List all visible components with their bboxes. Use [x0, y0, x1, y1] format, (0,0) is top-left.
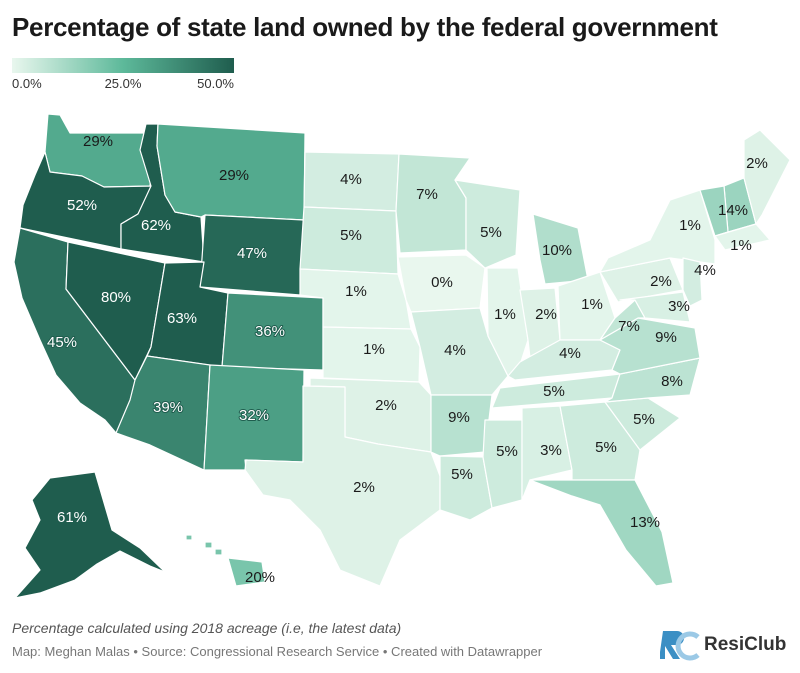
state-label-wi: 5% [480, 224, 502, 241]
state-label-ne: 1% [345, 283, 367, 300]
color-legend: 0.0% 25.0% 50.0% [12, 58, 234, 91]
state-hi[interactable] [185, 534, 266, 587]
state-label-me: 2% [746, 155, 768, 172]
state-nm[interactable] [203, 364, 305, 471]
state-nj[interactable] [682, 257, 703, 307]
state-ny[interactable] [599, 189, 716, 273]
state-fl[interactable] [529, 479, 674, 587]
state-label-ky: 4% [559, 345, 581, 362]
state-label-ar: 9% [448, 409, 470, 426]
state-label-la: 5% [451, 466, 473, 483]
state-label-tn: 5% [543, 383, 565, 400]
state-label-ga: 5% [595, 439, 617, 456]
footnote: Percentage calculated using 2018 acreage… [12, 620, 402, 636]
state-label-az: 39% [153, 399, 183, 416]
state-label-wy: 47% [237, 245, 267, 262]
state-label-fl: 13% [630, 514, 660, 531]
state-label-nm: 32% [239, 407, 269, 424]
state-label-ny: 1% [679, 217, 701, 234]
state-label-ok: 2% [375, 397, 397, 414]
state-label-tx: 2% [353, 479, 375, 496]
legend-mid-label: 25.0% [104, 76, 142, 91]
state-label-wa: 29% [83, 133, 113, 150]
state-label-co: 36% [255, 323, 285, 340]
state-label-oh: 1% [581, 296, 603, 313]
state-tx[interactable] [244, 385, 441, 587]
state-label-ma: 1% [730, 237, 752, 254]
state-wi[interactable] [454, 179, 521, 269]
state-label-id: 62% [141, 217, 171, 234]
state-ar[interactable] [430, 394, 493, 457]
state-label-nd: 4% [340, 171, 362, 188]
state-label-ut: 63% [167, 310, 197, 327]
state-ma[interactable] [714, 223, 771, 251]
state-label-md: 3% [668, 298, 690, 315]
state-label-al: 3% [540, 442, 562, 459]
state-ak[interactable] [14, 471, 166, 599]
state-label-ks: 1% [363, 341, 385, 358]
state-label-sd: 5% [340, 227, 362, 244]
state-va[interactable] [599, 317, 701, 375]
state-label-in: 2% [535, 306, 557, 323]
state-label-nc: 8% [661, 373, 683, 390]
state-md[interactable] [619, 291, 691, 323]
state-mi[interactable] [532, 213, 589, 285]
state-label-mo: 4% [444, 342, 466, 359]
state-label-nv: 80% [101, 289, 131, 306]
state-label-hi: 20% [245, 569, 275, 586]
state-label-va: 9% [655, 329, 677, 346]
state-label-nj: 4% [694, 262, 716, 279]
resiclub-logo-icon [660, 631, 700, 661]
state-mn[interactable] [395, 153, 471, 254]
state-me[interactable] [743, 129, 791, 225]
state-al[interactable] [521, 405, 573, 501]
state-label-nh: 14% [718, 202, 748, 219]
state-label-sc: 5% [633, 411, 655, 428]
credits: Map: Meghan Malas • Source: Congressiona… [12, 644, 543, 659]
state-label-ia: 0% [431, 274, 453, 291]
legend-min-label: 0.0% [12, 76, 42, 91]
state-label-mi: 10% [542, 242, 572, 259]
state-label-mt: 29% [219, 167, 249, 184]
state-label-ms: 5% [496, 443, 518, 460]
state-label-ca: 45% [47, 334, 77, 351]
state-mo[interactable] [410, 307, 509, 396]
brand-name: ResiClub [704, 634, 787, 655]
state-ks[interactable] [322, 326, 421, 383]
legend-gradient [12, 58, 234, 73]
state-label-il: 1% [494, 306, 516, 323]
state-la[interactable] [439, 455, 493, 521]
state-label-pa: 2% [650, 273, 672, 290]
state-label-mn: 7% [416, 186, 438, 203]
map-title: Percentage of state land owned by the fe… [12, 12, 718, 42]
legend-max-label: 50.0% [197, 76, 234, 91]
state-ms[interactable] [482, 419, 523, 509]
state-label-or: 52% [67, 197, 97, 214]
state-label-wv: 7% [618, 318, 640, 335]
state-label-ak: 61% [57, 509, 87, 526]
